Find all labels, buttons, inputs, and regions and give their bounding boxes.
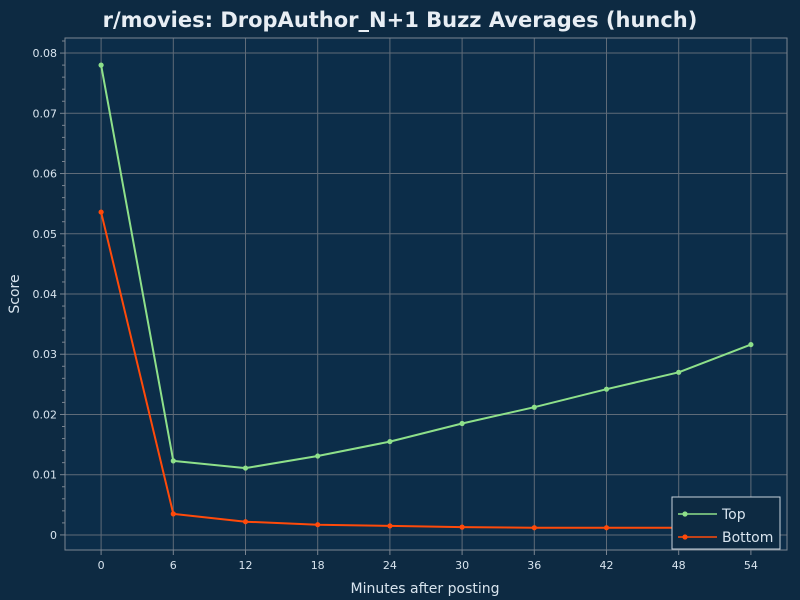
x-tick-label: 18 [311,559,325,572]
data-point-bottom [531,525,537,531]
data-point-top [748,341,754,348]
x-tick-label: 0 [98,559,105,572]
data-point-top [531,404,537,410]
data-point-bottom [459,524,465,530]
legend: Top Bottom [671,496,781,550]
y-tick-label: 0.05 [33,228,58,241]
legend-marker-bottom [682,534,688,540]
x-tick-label: 48 [672,559,686,572]
axes: 0 6 12 18 24 30 36 42 48 54 0 0.01 0.02 0.03 0.04 0.05 0… [33,40,758,572]
data-point-bottom [315,522,321,528]
data-point-top [170,458,176,464]
x-axis-label: Minutes after posting [350,581,499,597]
data-point-top [387,438,393,445]
x-tick-label: 6 [170,559,177,572]
grid-lines [65,38,787,550]
data-point-bottom [387,523,393,529]
legend-label-top: Top [721,507,746,523]
data-point-top [459,420,465,427]
legend-marker-top [682,511,688,517]
data-point-bottom [603,525,610,531]
y-tick-label: 0.01 [33,469,58,482]
x-tick-label: 12 [239,559,253,572]
data-point-top [603,386,610,392]
y-tick-label: 0.04 [33,288,58,301]
legend-box [671,496,781,550]
series-lines [98,62,754,531]
data-point-bottom [98,209,104,215]
y-tick-label: 0.02 [33,408,58,421]
data-point-bottom [170,511,176,517]
data-point-top [315,453,321,459]
chart-title: r/movies: DropAuthor_N+1 Buzz Averages (… [103,8,698,32]
data-point-bottom [242,519,249,525]
data-point-top [676,369,682,375]
y-tick-label: 0.06 [33,168,58,181]
y-tick-label: 0.08 [33,47,58,60]
x-tick-label: 36 [527,559,541,572]
y-tick-label: 0.03 [33,348,58,361]
series-line-top [100,64,752,470]
x-tick-label: 24 [383,559,397,572]
legend-label-bottom: Bottom [722,530,773,546]
data-point-top [242,465,249,471]
x-tick-label: 30 [455,559,469,572]
y-tick-label: 0 [50,529,57,542]
y-tick-label: 0.07 [33,107,58,120]
data-point-top [98,62,104,68]
y-axis-label: Score [7,274,23,313]
x-tick-label: 42 [600,559,614,572]
x-tick-label: 54 [744,559,758,572]
